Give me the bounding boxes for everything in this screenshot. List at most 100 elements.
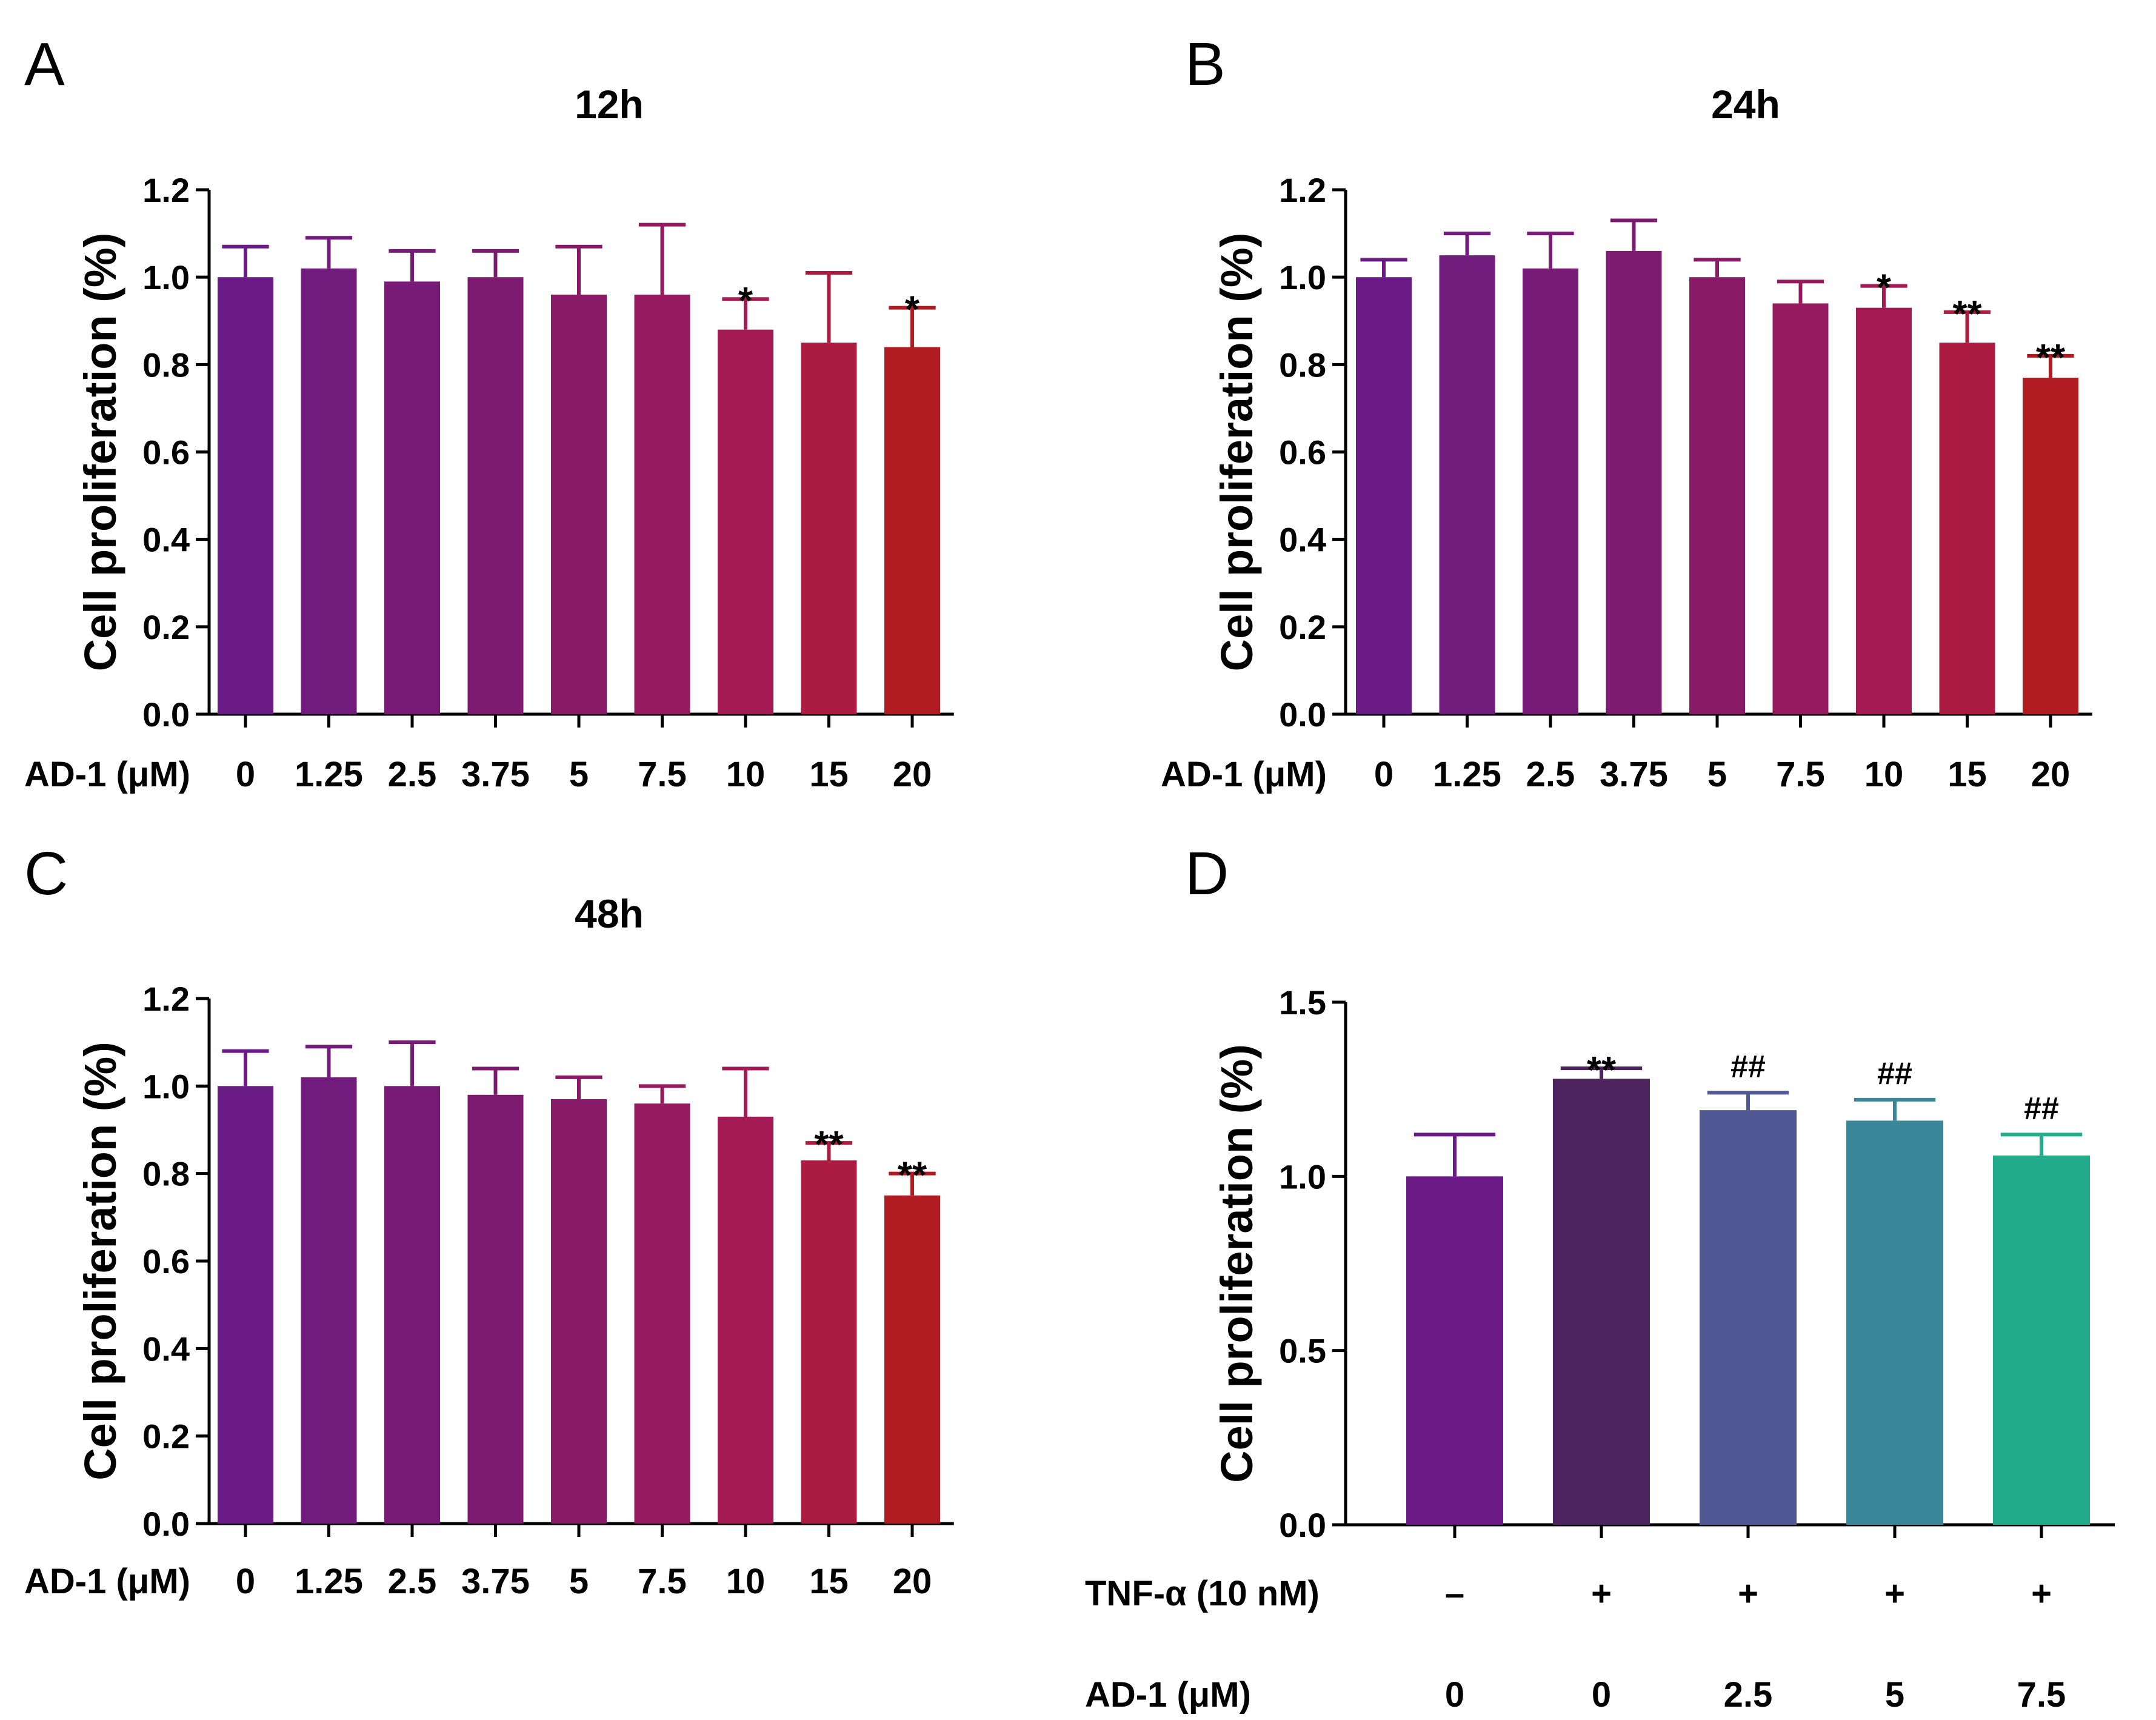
y-tick-label: 0.2 [142,1417,190,1456]
bar [801,1160,857,1524]
x-tick-label: 10 [726,755,766,794]
bar [551,1099,607,1524]
significance-label: ## [1877,1056,1912,1091]
bar [467,1094,524,1524]
y-tick-label: 0.6 [1279,433,1326,472]
x-tick-label: 10 [726,1562,766,1601]
y-tick-label: 0.8 [142,1155,190,1193]
bar [218,1086,273,1524]
bar [1846,1120,1943,1525]
bar [718,1116,773,1524]
chart-title: 48h [575,891,644,936]
significance-label: * [738,280,753,322]
bar [634,1103,690,1524]
x-tick-label: 10 [1864,755,1904,794]
y-tick-label: 0.0 [1279,1506,1326,1544]
x-tick-label: 15 [1947,755,1987,794]
x-tick-label: 1.25 [295,1562,363,1601]
bar [1439,255,1495,714]
y-tick-label: 1.0 [142,258,190,296]
y-tick-label: 1.2 [142,980,190,1018]
significance-label: * [905,289,920,331]
chart-title: 24h [1711,82,1780,127]
condition-value: + [1884,1574,1905,1613]
y-tick-label: 0.0 [1279,695,1326,734]
bar [1993,1155,2090,1525]
bar [384,281,440,714]
x-tick-label: 1.25 [295,755,363,794]
bar [1939,343,1995,714]
x-tick-label: 3.75 [1600,755,1668,794]
significance-label: ## [2024,1091,2059,1126]
y-tick-label: 0.2 [1279,608,1326,646]
x-axis-label: AD-1 (μM) [1161,755,1327,794]
y-tick-label: 0.4 [1279,521,1326,559]
bar [1553,1079,1650,1525]
panel-letter: D [1185,840,1229,908]
x-tick-label: 0 [1374,755,1393,794]
y-tick-label: 1.0 [1279,258,1326,296]
x-tick-label: 0 [236,755,255,794]
x-tick-label: 2.5 [388,755,437,794]
bar [301,1077,357,1524]
y-tick-label: 1.0 [142,1067,190,1105]
y-tick-label: 0.4 [142,521,190,559]
x-tick-label: 20 [893,755,932,794]
condition-row-label: AD-1 (μM) [1085,1675,1251,1715]
condition-value: + [2031,1574,2052,1613]
bar [301,268,357,714]
bar [1406,1176,1503,1525]
significance-label: ## [1730,1049,1766,1084]
condition-value: 2.5 [1724,1675,1773,1715]
bar [1689,277,1745,715]
bar [801,343,857,714]
x-tick-label: 3.75 [461,755,530,794]
bar [634,295,690,714]
x-tick-label: 5 [569,755,589,794]
x-tick-label: 5 [569,1562,589,1601]
significance-label: * [1877,267,1892,309]
condition-value: 5 [1885,1675,1904,1715]
y-tick-label: 1.2 [142,171,190,209]
significance-label: ** [1587,1049,1617,1091]
x-tick-label: 7.5 [638,755,687,794]
x-tick-label: 2.5 [388,1562,437,1601]
significance-label: ** [898,1155,927,1197]
condition-value: – [1445,1574,1464,1613]
bar [218,277,273,715]
x-tick-label: 15 [809,1562,849,1601]
y-tick-label: 0.0 [142,1505,190,1543]
x-tick-label: 15 [809,755,849,794]
bar [551,295,607,714]
significance-label: ** [814,1124,844,1166]
panel-letter: A [24,30,65,98]
y-axis-label: Cell proliferation (%) [1212,233,1262,672]
panel-letter: C [24,840,68,908]
x-axis-label: AD-1 (μM) [24,755,190,794]
chart-panel-a: A 12h Cell proliferation (%) 0.0 0.2 0.4 0.6 0.… [24,30,954,794]
y-axis-label: Cell proliferation (%) [1212,1044,1262,1483]
y-tick-label: 1.2 [1279,171,1326,209]
x-axis-label: AD-1 (μM) [24,1562,190,1601]
bar [1356,277,1412,715]
chart-title: 12h [575,82,644,127]
x-tick-label: 20 [893,1562,932,1601]
y-axis-label: Cell proliferation (%) [75,233,125,672]
x-tick-label: 0 [236,1562,255,1601]
y-tick-label: 0.8 [1279,346,1326,384]
condition-value: 0 [1445,1675,1464,1715]
condition-value: + [1738,1574,1758,1613]
chart-panel-d: D Cell proliferation (%) 0.0 0.5 1.0 1.5 ** ## #… [1085,840,2115,1715]
chart-panel-b: B 24h Cell proliferation (%) 0.0 0.2 0.4 0.6 0.… [1161,30,2092,794]
y-tick-label: 0.0 [142,695,190,734]
significance-label: ** [2036,337,2066,379]
bar [2023,377,2078,714]
bar [884,347,940,714]
x-tick-label: 3.75 [461,1562,530,1601]
x-tick-label: 7.5 [1776,755,1825,794]
condition-value: 7.5 [2017,1675,2066,1715]
bar [1523,268,1578,714]
bar [718,329,773,714]
bar [884,1195,940,1524]
y-tick-label: 0.2 [142,608,190,646]
